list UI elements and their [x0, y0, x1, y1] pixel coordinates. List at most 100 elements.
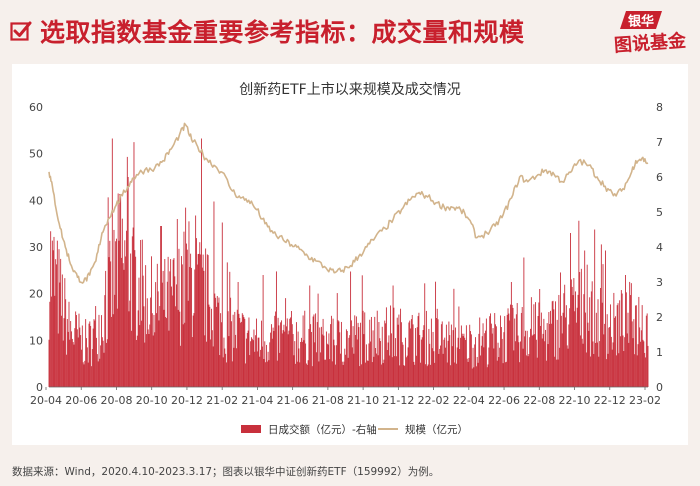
- volume-bar: [455, 363, 457, 387]
- volume-bars: [48, 138, 649, 387]
- volume-bar: [383, 359, 385, 387]
- volume-bar: [141, 239, 143, 387]
- volume-bar: [259, 356, 261, 387]
- volume-bar: [501, 338, 503, 387]
- volume-bar: [81, 325, 83, 387]
- volume-bar: [301, 341, 303, 387]
- volume-bar: [486, 367, 488, 387]
- volume-bar: [270, 332, 272, 387]
- volume-bar: [492, 328, 494, 387]
- volume-bar: [489, 316, 491, 387]
- volume-bar: [240, 321, 242, 387]
- volume-bar: [555, 359, 557, 387]
- volume-bar: [112, 314, 114, 387]
- volume-bar: [399, 365, 401, 387]
- volume-bar: [307, 360, 309, 387]
- volume-bar: [528, 354, 530, 387]
- volume-bar: [426, 366, 428, 387]
- volume-bar: [551, 301, 553, 387]
- volume-bar: [390, 333, 392, 387]
- volume-bar: [145, 265, 147, 387]
- volume-bar: [544, 341, 546, 387]
- volume-bar: [530, 297, 532, 387]
- volume-bar: [583, 294, 585, 387]
- volume-bar: [360, 364, 362, 387]
- volume-bar: [623, 351, 625, 387]
- volume-bar: [270, 324, 272, 387]
- volume-bar: [462, 336, 464, 387]
- volume-bar: [274, 315, 276, 387]
- volume-bar: [394, 356, 396, 387]
- volume-bar: [322, 318, 324, 387]
- x-tick-label: 20-08: [100, 394, 132, 407]
- volume-bar: [258, 337, 260, 387]
- volume-bar: [466, 358, 468, 387]
- right-tick-label: 2: [656, 311, 663, 324]
- volume-bar: [296, 361, 298, 387]
- volume-bar: [94, 320, 96, 387]
- volume-bar: [113, 229, 115, 387]
- volume-bar: [255, 335, 257, 387]
- volume-bar: [51, 296, 52, 387]
- volume-bar: [131, 330, 132, 387]
- volume-bar: [300, 341, 302, 387]
- right-tick-label: 4: [656, 241, 663, 254]
- volume-bar: [384, 320, 386, 387]
- volume-bar: [459, 349, 461, 387]
- volume-bar: [240, 322, 242, 387]
- volume-bar: [96, 354, 98, 387]
- volume-bar: [393, 307, 395, 387]
- volume-bar: [432, 331, 434, 387]
- volume-bar: [580, 268, 582, 387]
- volume-bar: [585, 352, 587, 387]
- volume-bar: [431, 348, 433, 387]
- volume-bar: [257, 337, 259, 387]
- volume-bar: [67, 331, 69, 387]
- volume-bar: [65, 299, 67, 387]
- volume-bar: [476, 356, 478, 387]
- volume-bar: [260, 349, 262, 387]
- volume-bar: [154, 332, 156, 387]
- volume-bar: [325, 359, 327, 387]
- volume-bar: [445, 347, 447, 387]
- volume-bar: [150, 297, 152, 387]
- volume-bar: [598, 356, 600, 387]
- volume-bar: [166, 281, 168, 387]
- volume-bar: [362, 310, 364, 387]
- volume-bar: [403, 365, 405, 387]
- volume-bar: [523, 257, 525, 387]
- volume-bar: [53, 236, 55, 387]
- volume-bar: [505, 361, 507, 387]
- volume-bar: [410, 319, 412, 387]
- volume-bar: [635, 305, 636, 387]
- volume-bar: [397, 324, 399, 387]
- volume-bar: [357, 322, 359, 387]
- volume-bar: [437, 319, 439, 387]
- x-tick-label: 20-10: [136, 394, 168, 407]
- volume-bar: [230, 321, 232, 387]
- volume-bar: [346, 331, 348, 387]
- volume-bar: [430, 364, 432, 387]
- volume-bar: [176, 284, 177, 387]
- volume-bar: [530, 328, 531, 387]
- volume-bar: [365, 344, 367, 387]
- brand-logo: 银华 图说基金: [613, 11, 688, 55]
- right-axis: 0 1 2 3 4 5 6 7 8: [656, 101, 663, 394]
- volume-bar: [422, 330, 424, 387]
- volume-bar: [140, 240, 142, 387]
- volume-bar: [291, 324, 293, 387]
- volume-bar: [71, 331, 72, 387]
- volume-bar: [395, 356, 397, 387]
- volume-bar: [241, 313, 243, 387]
- legend-scale-label: 规模（亿元）: [405, 423, 468, 436]
- volume-bar: [279, 352, 281, 387]
- volume-bar: [442, 353, 444, 387]
- volume-bar: [293, 355, 295, 387]
- volume-bar: [294, 341, 296, 387]
- volume-bar: [368, 343, 370, 387]
- volume-bar: [120, 194, 122, 387]
- volume-bar: [561, 333, 563, 387]
- volume-bar: [76, 315, 77, 387]
- volume-bar: [180, 345, 182, 387]
- volume-bar: [374, 316, 376, 387]
